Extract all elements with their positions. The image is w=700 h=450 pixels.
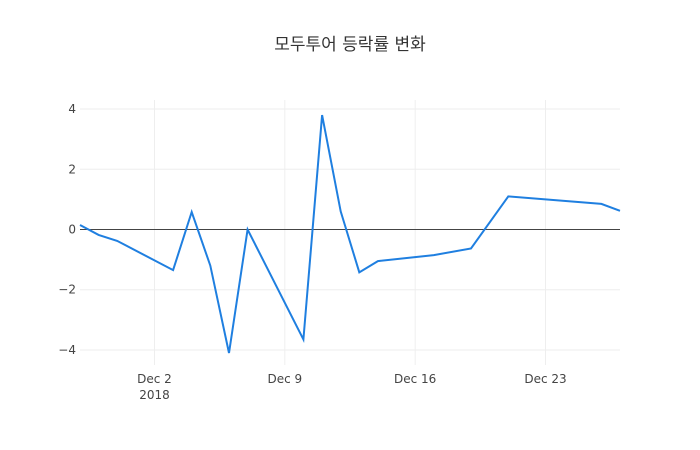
grid <box>80 100 620 365</box>
chart-title: 모두투어 등락률 변화 <box>274 35 426 55</box>
y-tick-label: 0 <box>68 222 76 236</box>
y-tick-label: −2 <box>58 283 76 297</box>
series-line <box>79 114 621 354</box>
y-axis-ticks: 4 2 0 −2 −4 <box>58 102 76 357</box>
y-tick-label: −4 <box>58 343 76 357</box>
x-tick-label: Dec 2 <box>137 372 172 386</box>
x-tick-year-label: 2018 <box>139 388 170 402</box>
x-tick-label: Dec 23 <box>524 372 566 386</box>
x-tick-label: Dec 9 <box>267 372 302 386</box>
series-layer <box>79 114 621 354</box>
x-axis-ticks: Dec 2 2018 Dec 9 Dec 16 Dec 23 <box>137 372 567 402</box>
y-tick-label: 4 <box>68 102 76 116</box>
x-tick-label: Dec 16 <box>394 372 436 386</box>
y-tick-label: 2 <box>68 162 76 176</box>
